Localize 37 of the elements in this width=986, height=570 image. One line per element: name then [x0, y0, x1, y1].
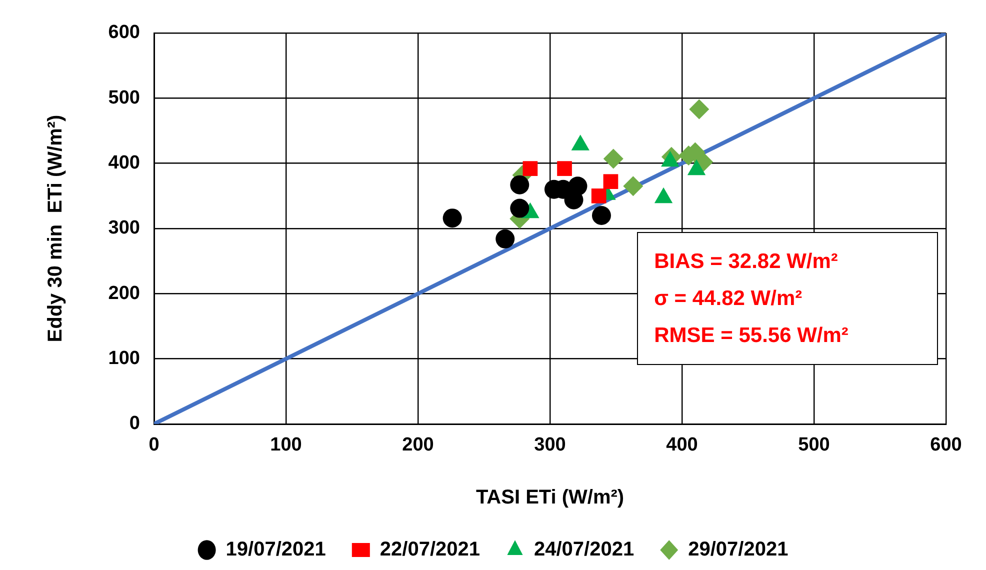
point: [689, 99, 710, 120]
point: [557, 161, 572, 176]
x-tick-label: 300: [534, 434, 566, 456]
point: [496, 229, 515, 248]
point: [591, 188, 606, 204]
y-axis-title: Eddy 30 min ETi (W/m²): [44, 114, 67, 342]
annotation: BIAS = 32.82 W/m²: [654, 249, 839, 276]
x-tick-label: 100: [270, 434, 302, 456]
y-tick-label: 100: [108, 348, 140, 370]
x-tick-label: 0: [148, 434, 160, 456]
x-tick-label: 200: [402, 434, 434, 456]
text-box: BIAS = 32.82 W/m² σ = 44.82 W/m² RMSE = 55.56 W/m²: [637, 232, 938, 366]
point: [623, 176, 644, 196]
point: [603, 148, 624, 169]
y-tick-label: 500: [108, 87, 140, 108]
point: [522, 161, 538, 176]
y-tick-label: 400: [108, 152, 140, 174]
point: [510, 198, 530, 218]
x-tick-label: 600: [930, 434, 962, 456]
y-tick-label: 0: [129, 413, 140, 434]
point: [442, 208, 462, 228]
point: [510, 175, 530, 194]
x-axis-title: TASI ETi (W/m²): [476, 486, 624, 509]
legend-label: 22/07/2021: [380, 538, 480, 561]
y-tick-label: 200: [108, 282, 140, 304]
legend-label: 19/07/2021: [226, 538, 326, 561]
point: [603, 174, 618, 190]
x-tick-label: 400: [666, 434, 698, 456]
annotation: σ = 44.82 W/m²: [654, 286, 804, 312]
legend-label: 29/07/2021: [688, 538, 788, 561]
legend-label: 24/07/2021: [534, 538, 634, 561]
y-tick-label: 300: [108, 218, 140, 239]
point: [592, 206, 611, 225]
x-tick-label: 500: [798, 434, 830, 456]
annotation: RMSE = 55.56 W/m²: [654, 323, 850, 350]
point: [568, 176, 588, 196]
y-tick-label: 600: [108, 22, 140, 44]
